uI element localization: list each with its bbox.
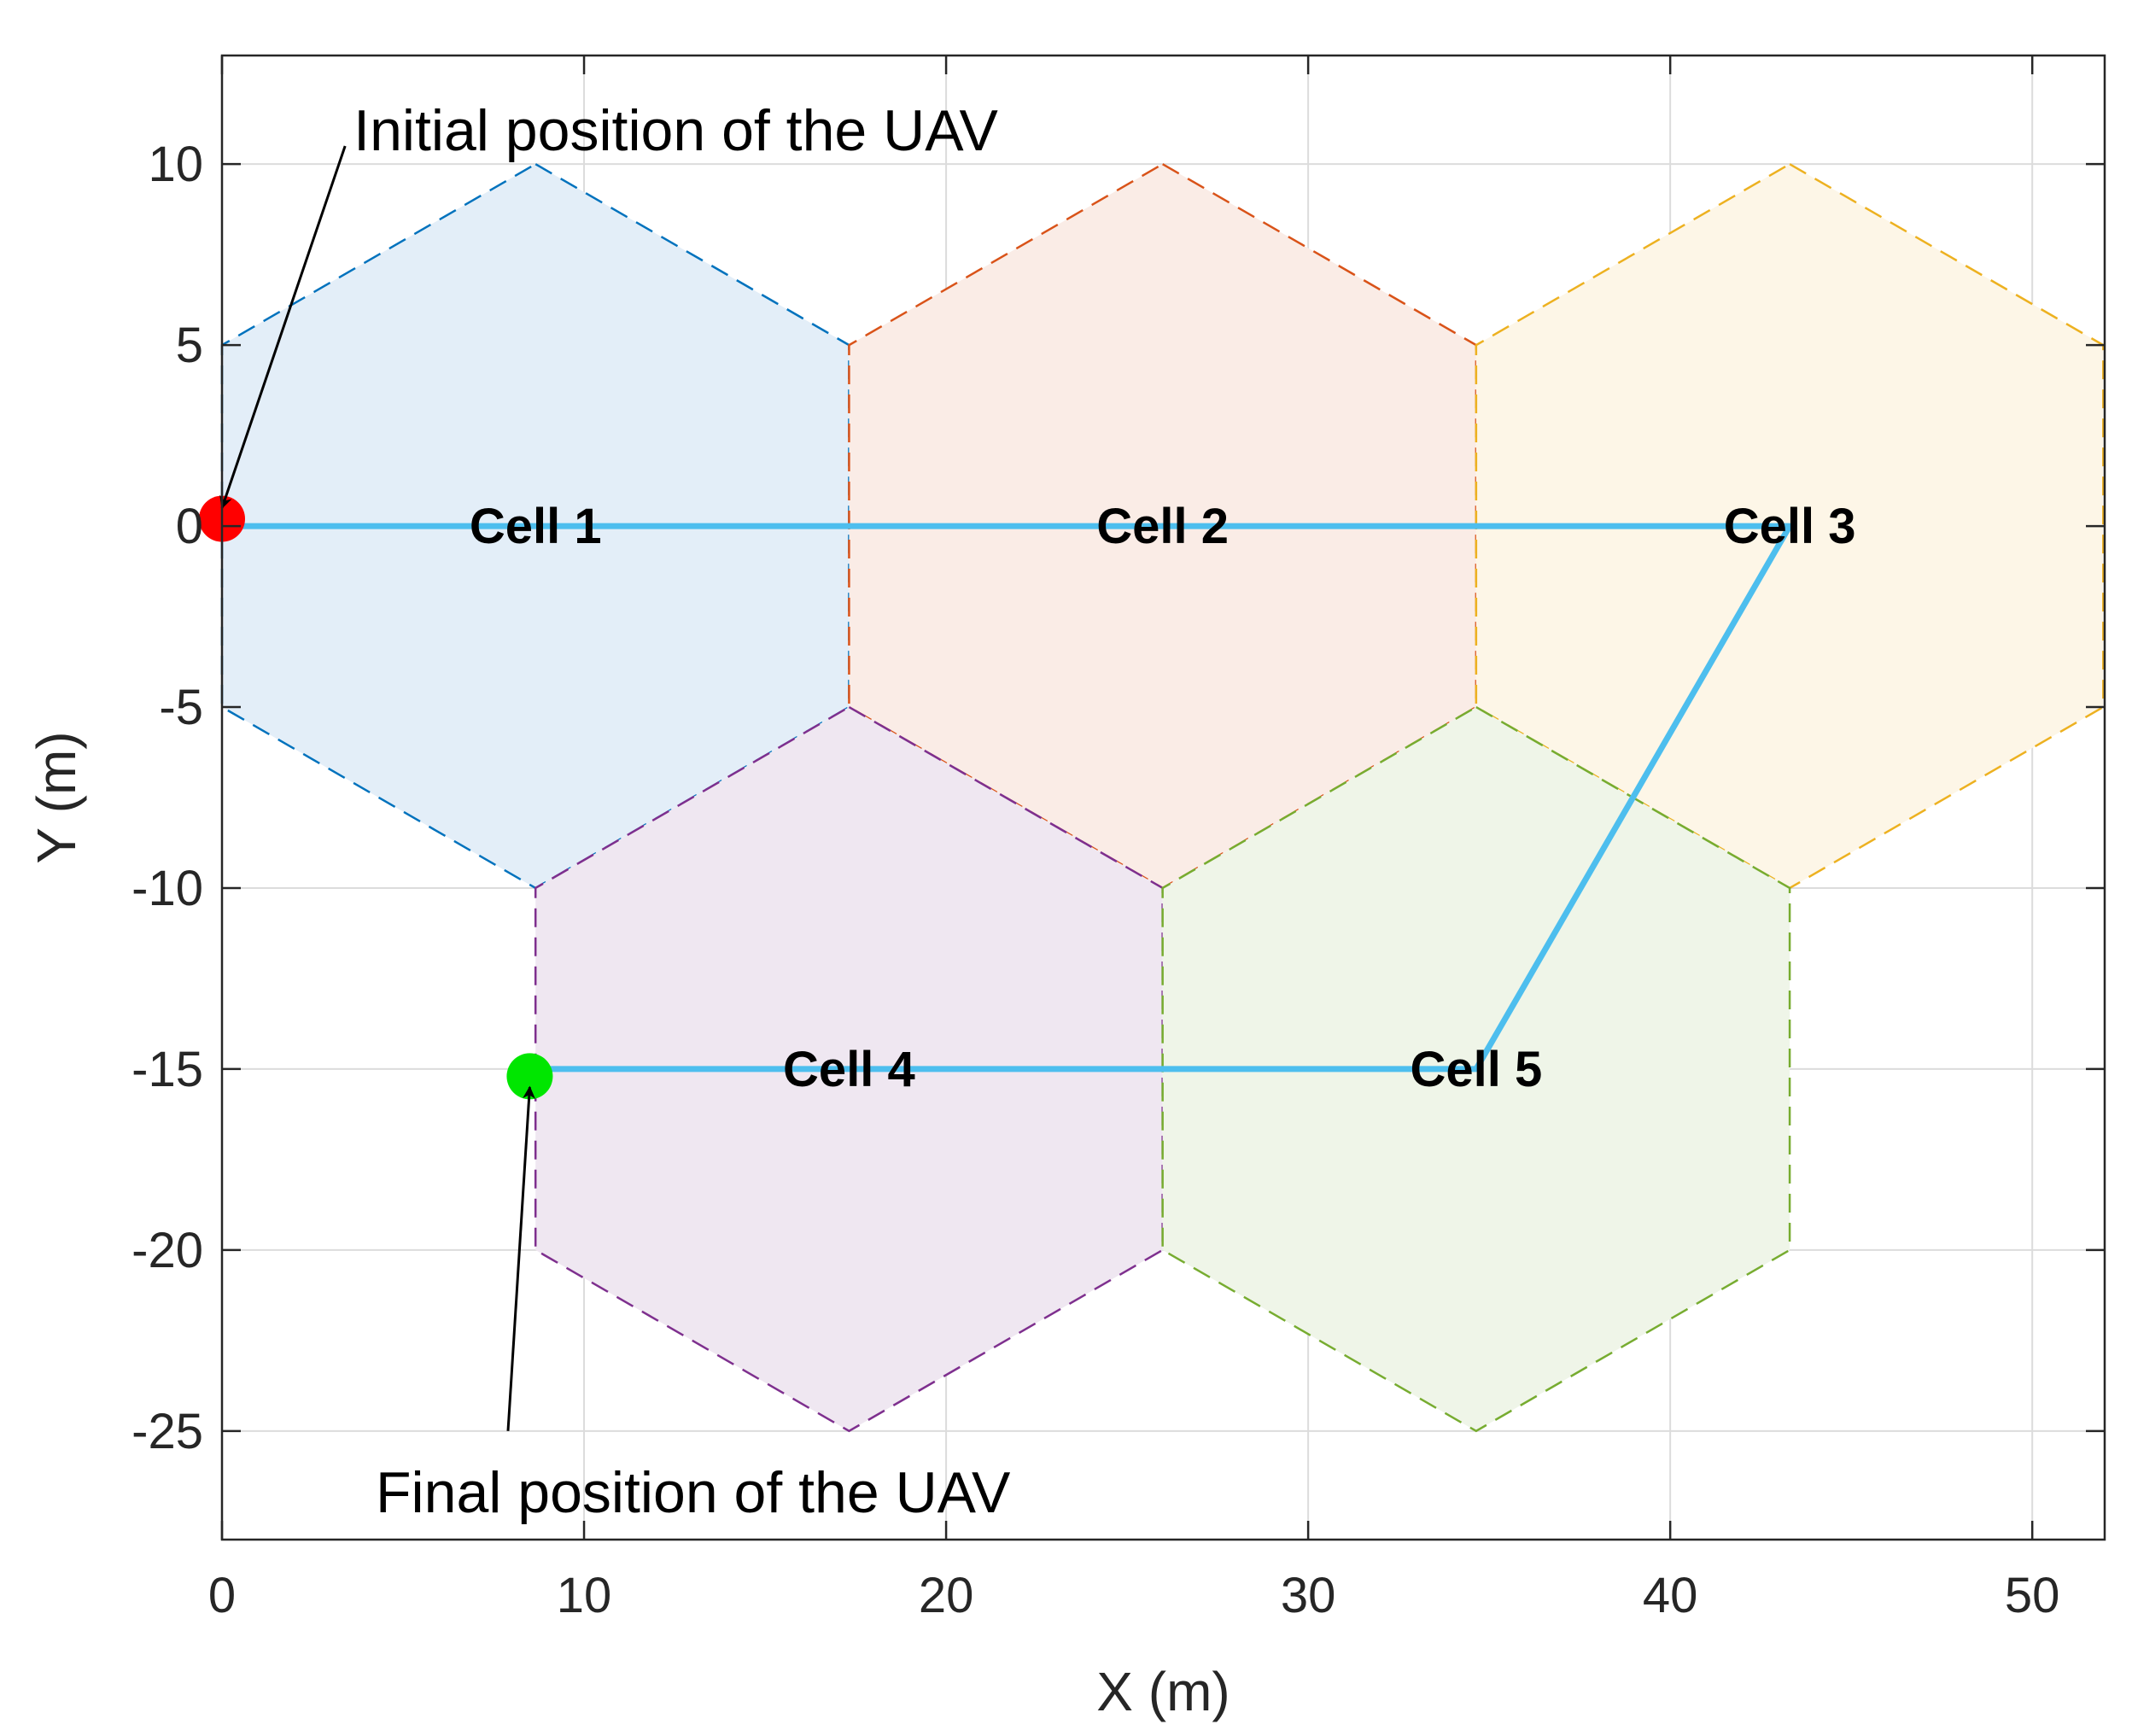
trajectory-line: [222, 523, 1793, 1073]
cell-label: Cell 2: [1096, 499, 1229, 554]
cell-label: Cell 3: [1724, 499, 1856, 554]
cell-label: Cell 4: [783, 1042, 915, 1097]
annotation-text: Initial position of the UAV: [353, 98, 998, 163]
y-tick-label: -15: [131, 1042, 203, 1097]
annotation-text: Final position of the UAV: [376, 1460, 1011, 1525]
x-tick-label: 10: [557, 1568, 612, 1623]
y-tick-label: -10: [131, 861, 203, 916]
trajectory: [222, 523, 1793, 1073]
annotation-arrow: [506, 1085, 536, 1431]
x-axis-label: X (m): [1096, 1661, 1230, 1722]
x-tick-label: 50: [2005, 1568, 2060, 1623]
x-tick-label: 40: [1643, 1568, 1698, 1623]
y-axis-label: Y (m): [26, 731, 87, 863]
annotations: Initial position of the UAV Final positio…: [219, 98, 1011, 1525]
y-tick-label: -25: [131, 1404, 203, 1459]
y-tick-label: -5: [159, 680, 203, 735]
y-tick-label: 10: [148, 137, 203, 192]
y-tick-label: -20: [131, 1223, 203, 1278]
annotation-arrow: [219, 145, 347, 510]
plot-frame: [220, 54, 2106, 1541]
y-tick-label: 5: [176, 318, 203, 373]
x-tick-label: 20: [919, 1568, 974, 1623]
x-tick-label: 30: [1281, 1568, 1336, 1623]
y-tick-label: 0: [176, 499, 203, 554]
cell-labels: Cell 1 Cell 2 Cell 3 Cell 4 Cell 5: [470, 499, 1856, 1097]
cells: [220, 162, 2105, 1433]
end-marker: [506, 1053, 553, 1100]
cell-label: Cell 1: [470, 499, 602, 554]
x-tick-label: 0: [208, 1568, 236, 1623]
cell-label: Cell 5: [1410, 1042, 1542, 1097]
